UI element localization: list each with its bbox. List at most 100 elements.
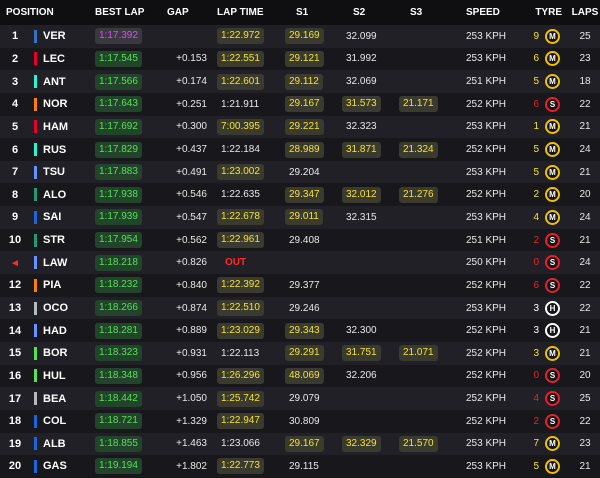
sector-2-cell: 31.751 (341, 345, 398, 362)
best-lap-cell: 1:17.939 (95, 209, 163, 226)
sector-2-cell: 32.315 (341, 212, 398, 223)
gap: +0.251 (176, 98, 207, 110)
laps: 23 (579, 53, 591, 65)
table-row[interactable]: 16 HUL 1:18.348 +0.956 1:26.296 48.069 32.206 2… (0, 364, 600, 388)
header-lap-time[interactable]: LAP TIME (217, 7, 264, 18)
laps: 23 (579, 438, 591, 450)
driver-code[interactable]: PIA (43, 279, 62, 292)
driver-code[interactable]: HAD (43, 324, 67, 337)
table-row[interactable]: 1 VER 1:17.392 1:22.972 29.169 32.099 253 KPH 9… (0, 25, 600, 48)
driver-code[interactable]: BOR (43, 347, 68, 360)
best-lap-cell: 1:18.855 (95, 435, 163, 452)
team-color-bar (33, 143, 37, 157)
team-color-bar (33, 52, 37, 66)
best-lap: 1:18.323 (95, 345, 142, 362)
sector-1-cell: 28.989 (284, 141, 341, 158)
table-row[interactable]: 12 PIA 1:18.232 +0.840 1:22.392 29.377 252 KPH… (0, 274, 600, 297)
driver-code[interactable]: ANT (43, 75, 66, 88)
driver-code[interactable]: BEA (43, 392, 67, 405)
table-row[interactable]: 2 LEC 1:17.545 +0.153 1:22.551 29.121 31.992 25… (0, 47, 600, 71)
lap-time-cell: 1:22.601 (211, 73, 284, 90)
driver-code[interactable]: OCO (43, 302, 69, 314)
lap-time-cell: 1:22.678 (211, 209, 284, 226)
standings-list: 1 VER 1:17.392 1:22.972 29.169 32.099 253 KPH 9… (0, 25, 600, 478)
table-row[interactable]: 18 COL 1:18.721 +1.329 1:22.947 30.809 252 KPH… (0, 409, 600, 433)
driver-code[interactable]: HUL (43, 369, 66, 382)
driver-code[interactable]: LAW (43, 256, 68, 269)
driver-code[interactable]: ALB (43, 437, 66, 450)
table-row[interactable]: 5 HAM 1:17.692 +0.300 7:00.395 29.221 32.323 25… (0, 115, 600, 139)
gap: +0.931 (176, 347, 207, 359)
best-lap-cell: 1:17.545 (95, 50, 163, 67)
laps: 24 (579, 144, 591, 156)
driver-code[interactable]: STR (43, 234, 65, 247)
sector-2: 32.329 (342, 435, 381, 452)
tyre-age: 3 (533, 347, 539, 359)
header-position[interactable]: POSITION (6, 7, 54, 18)
driver-code[interactable]: RUS (43, 143, 67, 156)
header-best-lap[interactable]: BEST LAP (95, 7, 145, 18)
team-color-bar (33, 278, 37, 292)
sector-1: 29.221 (285, 118, 324, 135)
sector-2-cell: 32.323 (341, 121, 398, 132)
team-color-cell (30, 346, 40, 360)
lap-time-cell: 1:22.184 (211, 144, 284, 155)
table-row[interactable]: 9 SAI 1:17.939 +0.547 1:22.678 29.011 32.315 25… (0, 206, 600, 229)
header-tyre[interactable]: TYRE (535, 7, 562, 18)
table-row[interactable]: 6 RUS 1:17.829 +0.437 1:22.184 28.989 31.871 21… (0, 138, 600, 161)
driver-code[interactable]: GAS (43, 460, 67, 473)
gap: +0.546 (176, 189, 207, 201)
driver-code[interactable]: COL (43, 415, 67, 428)
driver-code[interactable]: HAM (43, 120, 69, 133)
tyre-age: 6 (533, 98, 539, 110)
lap-time: 1:23.029 (217, 322, 264, 339)
sector-1-cell: 29.377 (284, 280, 341, 291)
sector-3: 21.071 (399, 345, 438, 362)
table-row[interactable]: 14 HAD 1:18.281 +0.889 1:23.029 29.343 32.300 2… (0, 319, 600, 342)
table-row[interactable]: 19 ALB 1:18.855 +1.463 1:23.066 29.167 32.329 2… (0, 432, 600, 456)
header-gap[interactable]: GAP (167, 7, 189, 18)
header-laps[interactable]: LAPS (571, 7, 599, 18)
table-row[interactable]: 10 STR 1:17.954 +0.562 1:22.961 29.408 251 KPH… (0, 228, 600, 252)
lap-time-cell: 1:22.773 (211, 458, 284, 475)
sector-1: 29.169 (285, 28, 324, 45)
table-row[interactable]: 7 TSU 1:17.883 +0.491 1:23.002 29.204 253 KPH 5… (0, 160, 600, 184)
driver-code[interactable]: TSU (43, 166, 65, 179)
driver-code[interactable]: SAI (43, 211, 62, 224)
best-lap-cell: 1:18.218 (95, 254, 163, 271)
team-color-bar (33, 29, 37, 43)
header-speed[interactable]: SPEED (466, 7, 500, 18)
best-lap-cell: 1:18.266 (95, 300, 163, 316)
gap: +0.437 (176, 144, 207, 156)
table-row[interactable]: 20 GAS 1:19.194 +1.802 1:22.773 29.115 253 KPH… (0, 455, 600, 478)
position: 18 (8, 415, 22, 428)
header-s1[interactable]: S1 (296, 7, 309, 18)
table-row[interactable]: 8 ALO 1:17.938 +0.546 1:22.635 29.347 32.012 21… (0, 183, 600, 207)
driver-code[interactable]: NOR (43, 98, 68, 111)
table-row[interactable]: 3 ANT 1:17.566 +0.174 1:22.601 29.112 32.069 25… (0, 70, 600, 93)
header-s3[interactable]: S3 (410, 7, 423, 18)
position: 20 (8, 460, 22, 473)
header-s2[interactable]: S2 (353, 7, 366, 18)
table-row[interactable]: 4 NOR 1:17.643 +0.251 1:21.911 29.167 31.573 21… (0, 92, 600, 116)
laps: 22 (579, 302, 591, 314)
table-row[interactable]: 13 OCO 1:18.266 +0.874 1:22.510 29.246 253 KPH… (0, 296, 600, 320)
position: 10 (8, 234, 22, 247)
driver-code[interactable]: LEC (43, 52, 65, 65)
sector-1: 29.291 (285, 345, 324, 362)
lap-time-cell: 1:22.392 (211, 277, 284, 294)
driver-code[interactable]: VER (43, 30, 66, 43)
table-row[interactable]: 17 BEA 1:18.442 +1.050 1:25.742 29.079 252 KPH… (0, 387, 600, 410)
sector-2: 32.206 (346, 370, 377, 382)
position: 16 (8, 369, 22, 382)
lap-time: 1:22.601 (217, 73, 264, 90)
table-row[interactable]: ◂ LAW 1:18.218 +0.826 OUT 250 KPH 0 S 24 (0, 251, 600, 275)
table-row[interactable]: 15 BOR 1:18.323 +0.931 1:22.113 29.291 31.751 2… (0, 341, 600, 365)
speed: 252 KPH (466, 370, 507, 382)
tyre-age: 9 (533, 30, 539, 42)
driver-code[interactable]: ALO (43, 188, 67, 201)
